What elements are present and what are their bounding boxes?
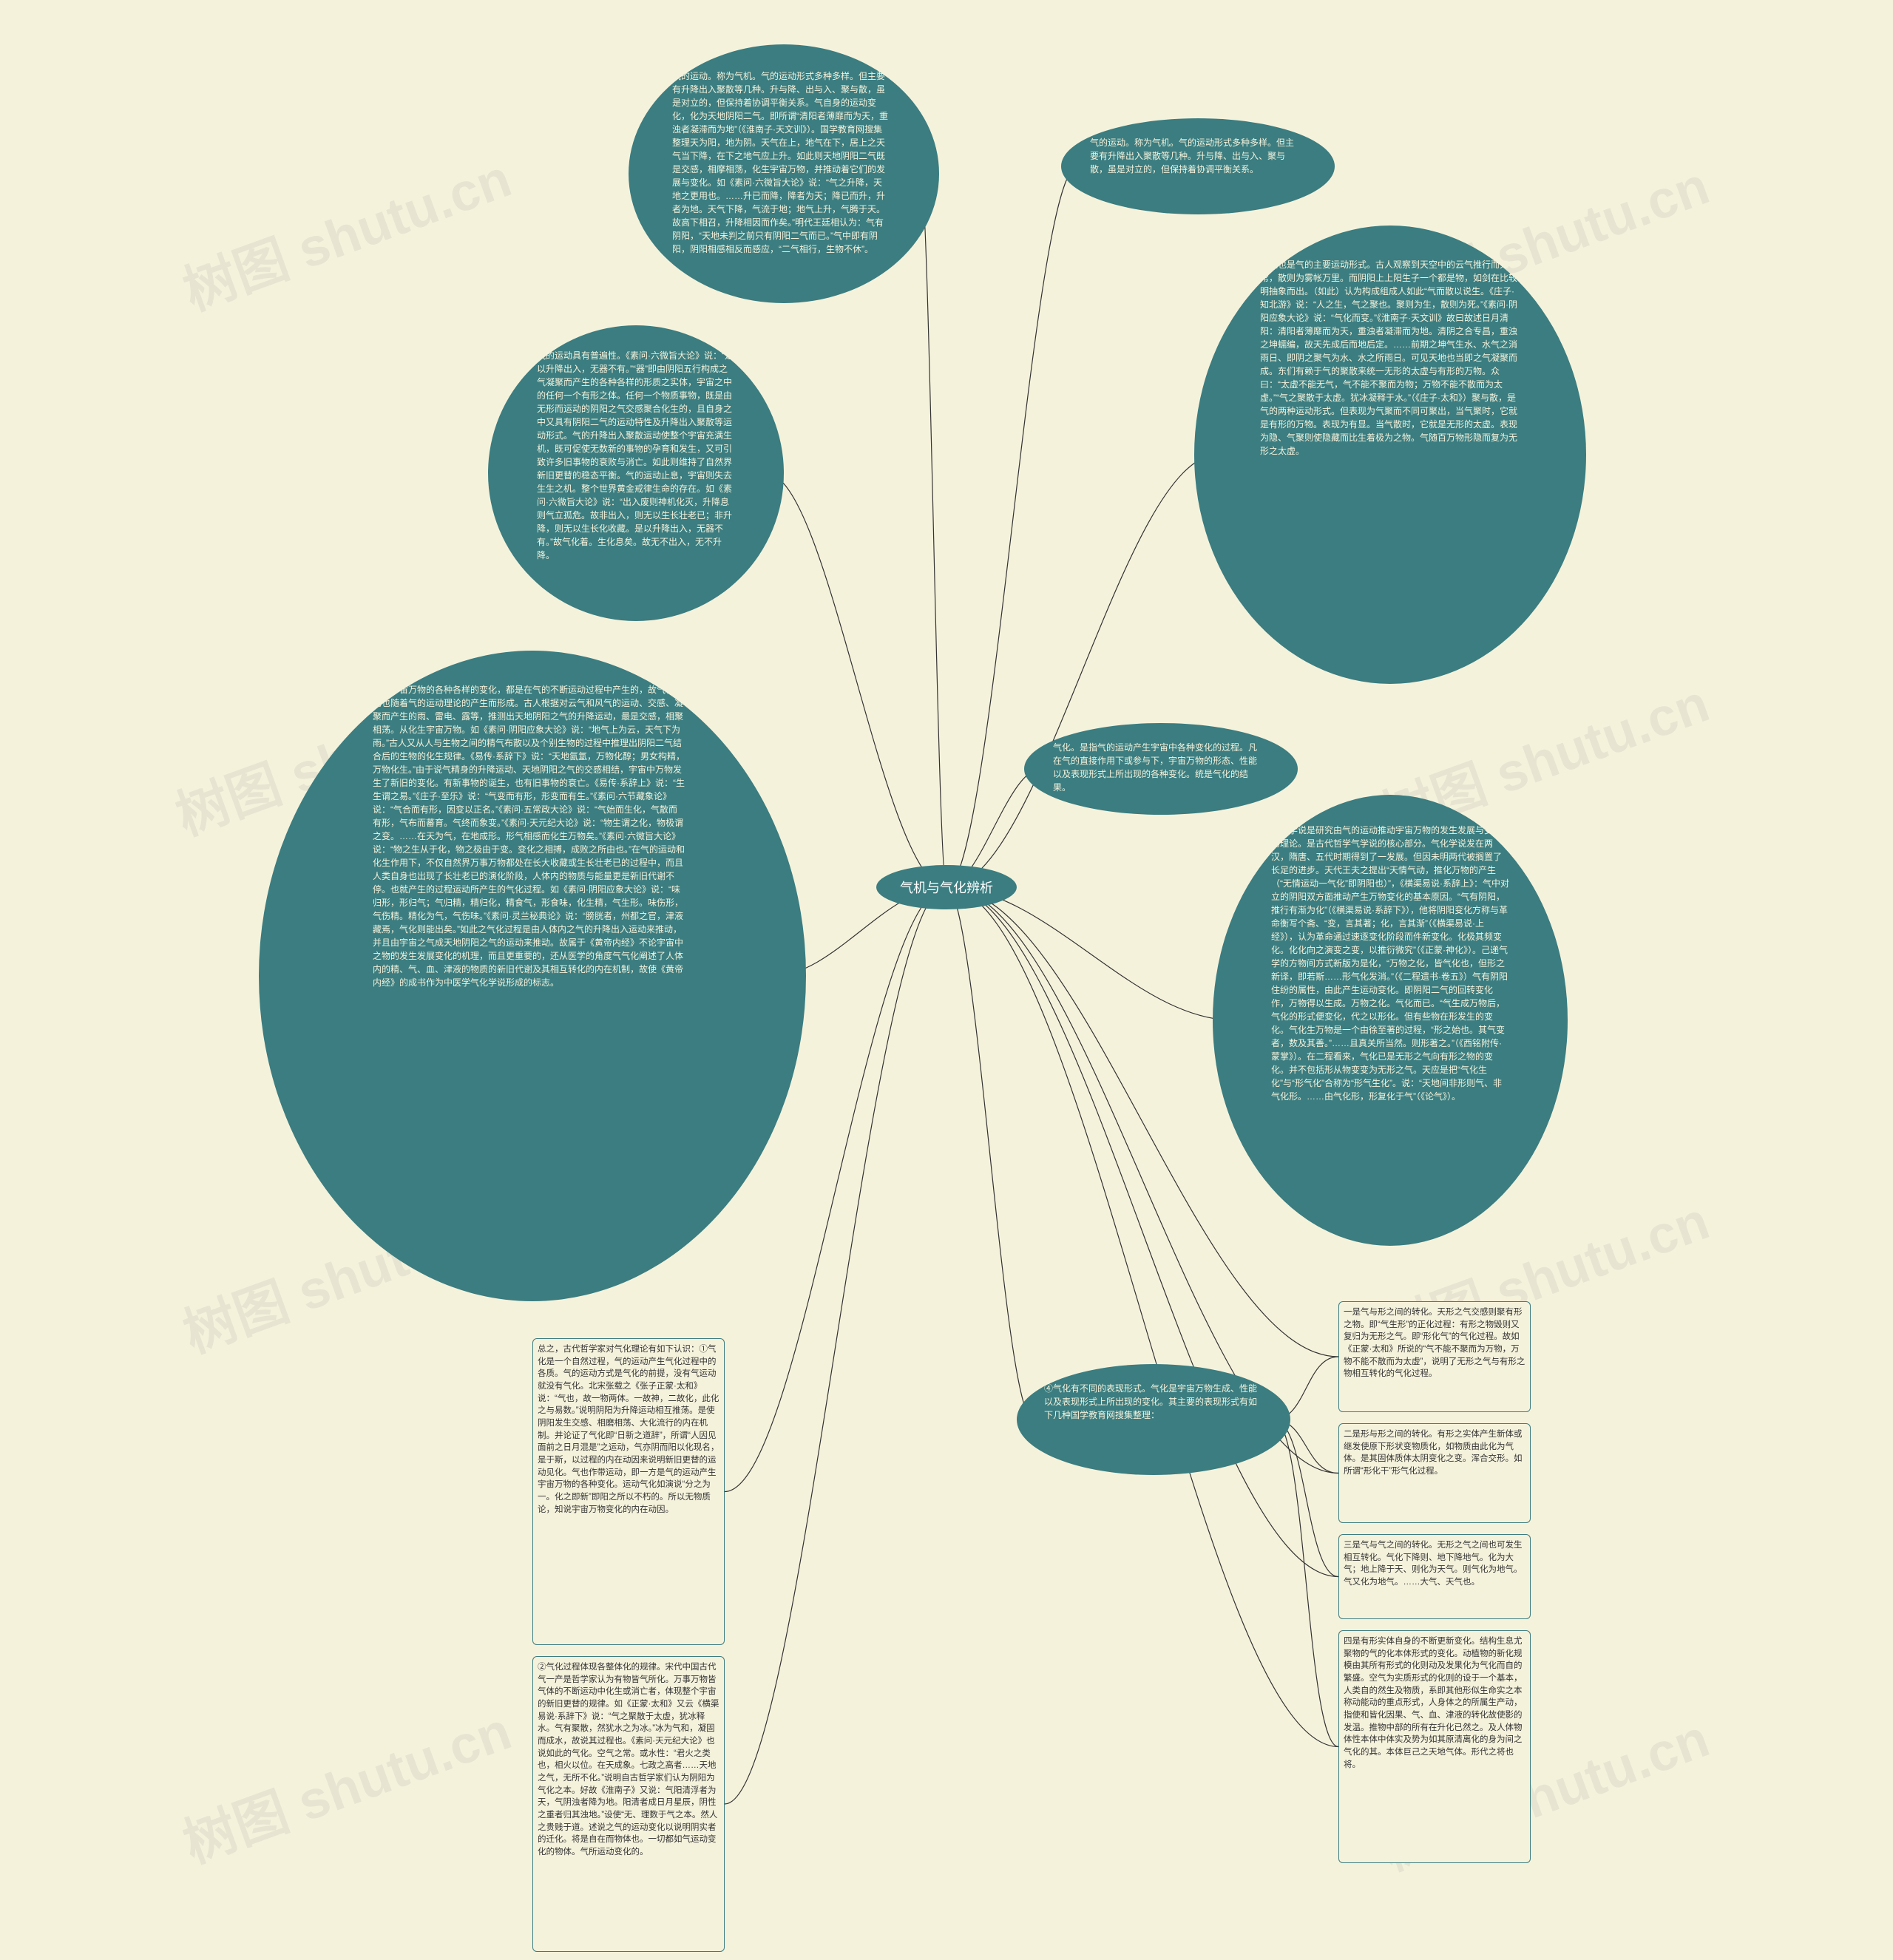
node-text: ②气化过程体现各整体化的规律。宋代中国古代气一产是哲学家认为有物皆气所化。万事万… <box>532 1656 725 1952</box>
node-text: ④气化有不同的表现形式。气化是宇宙万物生成、性能以及表现形式上所出现的变化。其主… <box>1041 1379 1263 1460</box>
node-text: 三是气与气之间的转化。无形之气之间也可发生相互转化。气化下降则、地下降地气。化为… <box>1338 1534 1531 1619</box>
node-text: 气的运动。称为气机。气的运动形式多种多样。但主要有升降出入聚散等几种。升与降、出… <box>669 67 891 281</box>
node-text: 气的运动具有普遍性。《素问·六微旨大论》说：“是以升降出入，无器不有。”“器”即… <box>534 346 737 601</box>
node-text: 气的运动。称为气机。气的运动形式多种多样。但主要有升降出入聚散等几种。升与降、出… <box>1087 133 1305 200</box>
node-text: 气化。是指气的运动产生宇宙中各种变化的过程。凡在气的直接作用下或参与下，宇宙万物… <box>1050 738 1268 801</box>
node-text: 四是有形实体自身的不断更新变化。结构生息尤聚物的气的化本体形式的变化。动植物的新… <box>1338 1630 1531 1863</box>
mindmap-canvas: 树图 shutu.cn树图 shutu.cn树图 shutu.cn树图 shut… <box>0 0 1893 1960</box>
center-label: 气机与气化辨析 <box>876 865 1017 909</box>
node-text: 总之，古代哲学家对气化理论有如下认识：①气化是一个自然过程，气的运动产生气化过程… <box>532 1338 725 1645</box>
node-text: 由于宇宙万物的各种各样的变化，都是在气的不断运动过程中产生的，故气化理论也随着气… <box>370 680 688 1272</box>
node-text: 一是气与形之间的转化。天形之气交感则聚有形之物。即“气生形”的正化过程：有形之物… <box>1338 1301 1531 1412</box>
node-text: 二是形与形之间的转化。有形之实体产生新体或继发使原下形状变物质化，如物质由此化为… <box>1338 1423 1531 1523</box>
node-text: 气化学说是研究由气的运动推动宇宙万物的发生发展与变化的理论。是古代哲学气学说的核… <box>1268 821 1512 1220</box>
node-text: 聚散也是气的主要运动形式。古人观察到天空中的云气推行而无常，散则为雾帐万里。而阴… <box>1257 255 1523 654</box>
